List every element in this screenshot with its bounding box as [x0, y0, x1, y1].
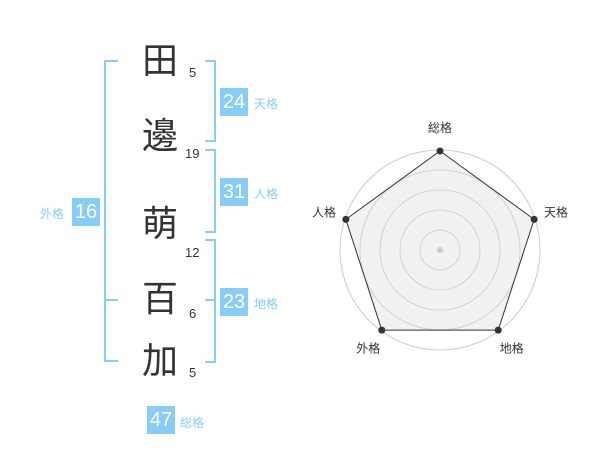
- radar-ring: [379, 189, 501, 311]
- gaikaku-value: 16: [72, 198, 100, 226]
- gaikaku-bracket-tick: [104, 299, 118, 301]
- radar-point: [378, 326, 386, 334]
- kanji-5: 加: [141, 341, 178, 382]
- radar-ring: [419, 229, 461, 271]
- stroke-count-3: 12: [185, 245, 200, 260]
- gaikaku-bracket: [104, 60, 118, 362]
- radar-axis-label: 天格: [544, 204, 568, 219]
- gaikaku-label: 外格: [40, 207, 65, 221]
- soukaku-label: 総格: [180, 416, 205, 430]
- radar-axis-label: 地格: [500, 341, 524, 356]
- radar-point: [436, 147, 444, 155]
- chikaku-bracket: [205, 239, 216, 363]
- stroke-count-2: 19: [185, 146, 200, 161]
- kanji-3: 萌: [141, 204, 178, 245]
- jinkaku-label: 人格: [254, 187, 279, 201]
- stroke-count-5: 5: [189, 365, 197, 380]
- chikaku-value: 23: [220, 288, 248, 316]
- tenkaku-value: 24: [220, 88, 248, 116]
- kanji-4: 百: [141, 279, 178, 320]
- tenkaku-label: 天格: [254, 97, 279, 111]
- kanji-1: 田: [141, 41, 178, 82]
- chikaku-label: 地格: [254, 297, 279, 311]
- radar-ring: [399, 209, 481, 291]
- chikaku-bracket-tick: [205, 299, 214, 301]
- soukaku-value: 47: [147, 406, 175, 434]
- radar-point: [342, 215, 350, 223]
- radar-area: [345, 150, 535, 331]
- tenkaku-bracket: [205, 60, 216, 142]
- jinkaku-bracket: [205, 149, 216, 233]
- radar-point: [530, 215, 538, 223]
- radar-axis-label: 総格: [428, 120, 452, 135]
- radar-center-dot: [437, 247, 443, 253]
- stroke-count-4: 6: [189, 306, 197, 321]
- kanji-2: 邊: [141, 116, 178, 157]
- radar-axis-label: 外格: [356, 341, 380, 356]
- stroke-count-1: 5: [189, 65, 197, 80]
- radar-point: [494, 326, 502, 334]
- jinkaku-value: 31: [220, 178, 248, 206]
- radar-axis-label: 人格: [312, 204, 336, 219]
